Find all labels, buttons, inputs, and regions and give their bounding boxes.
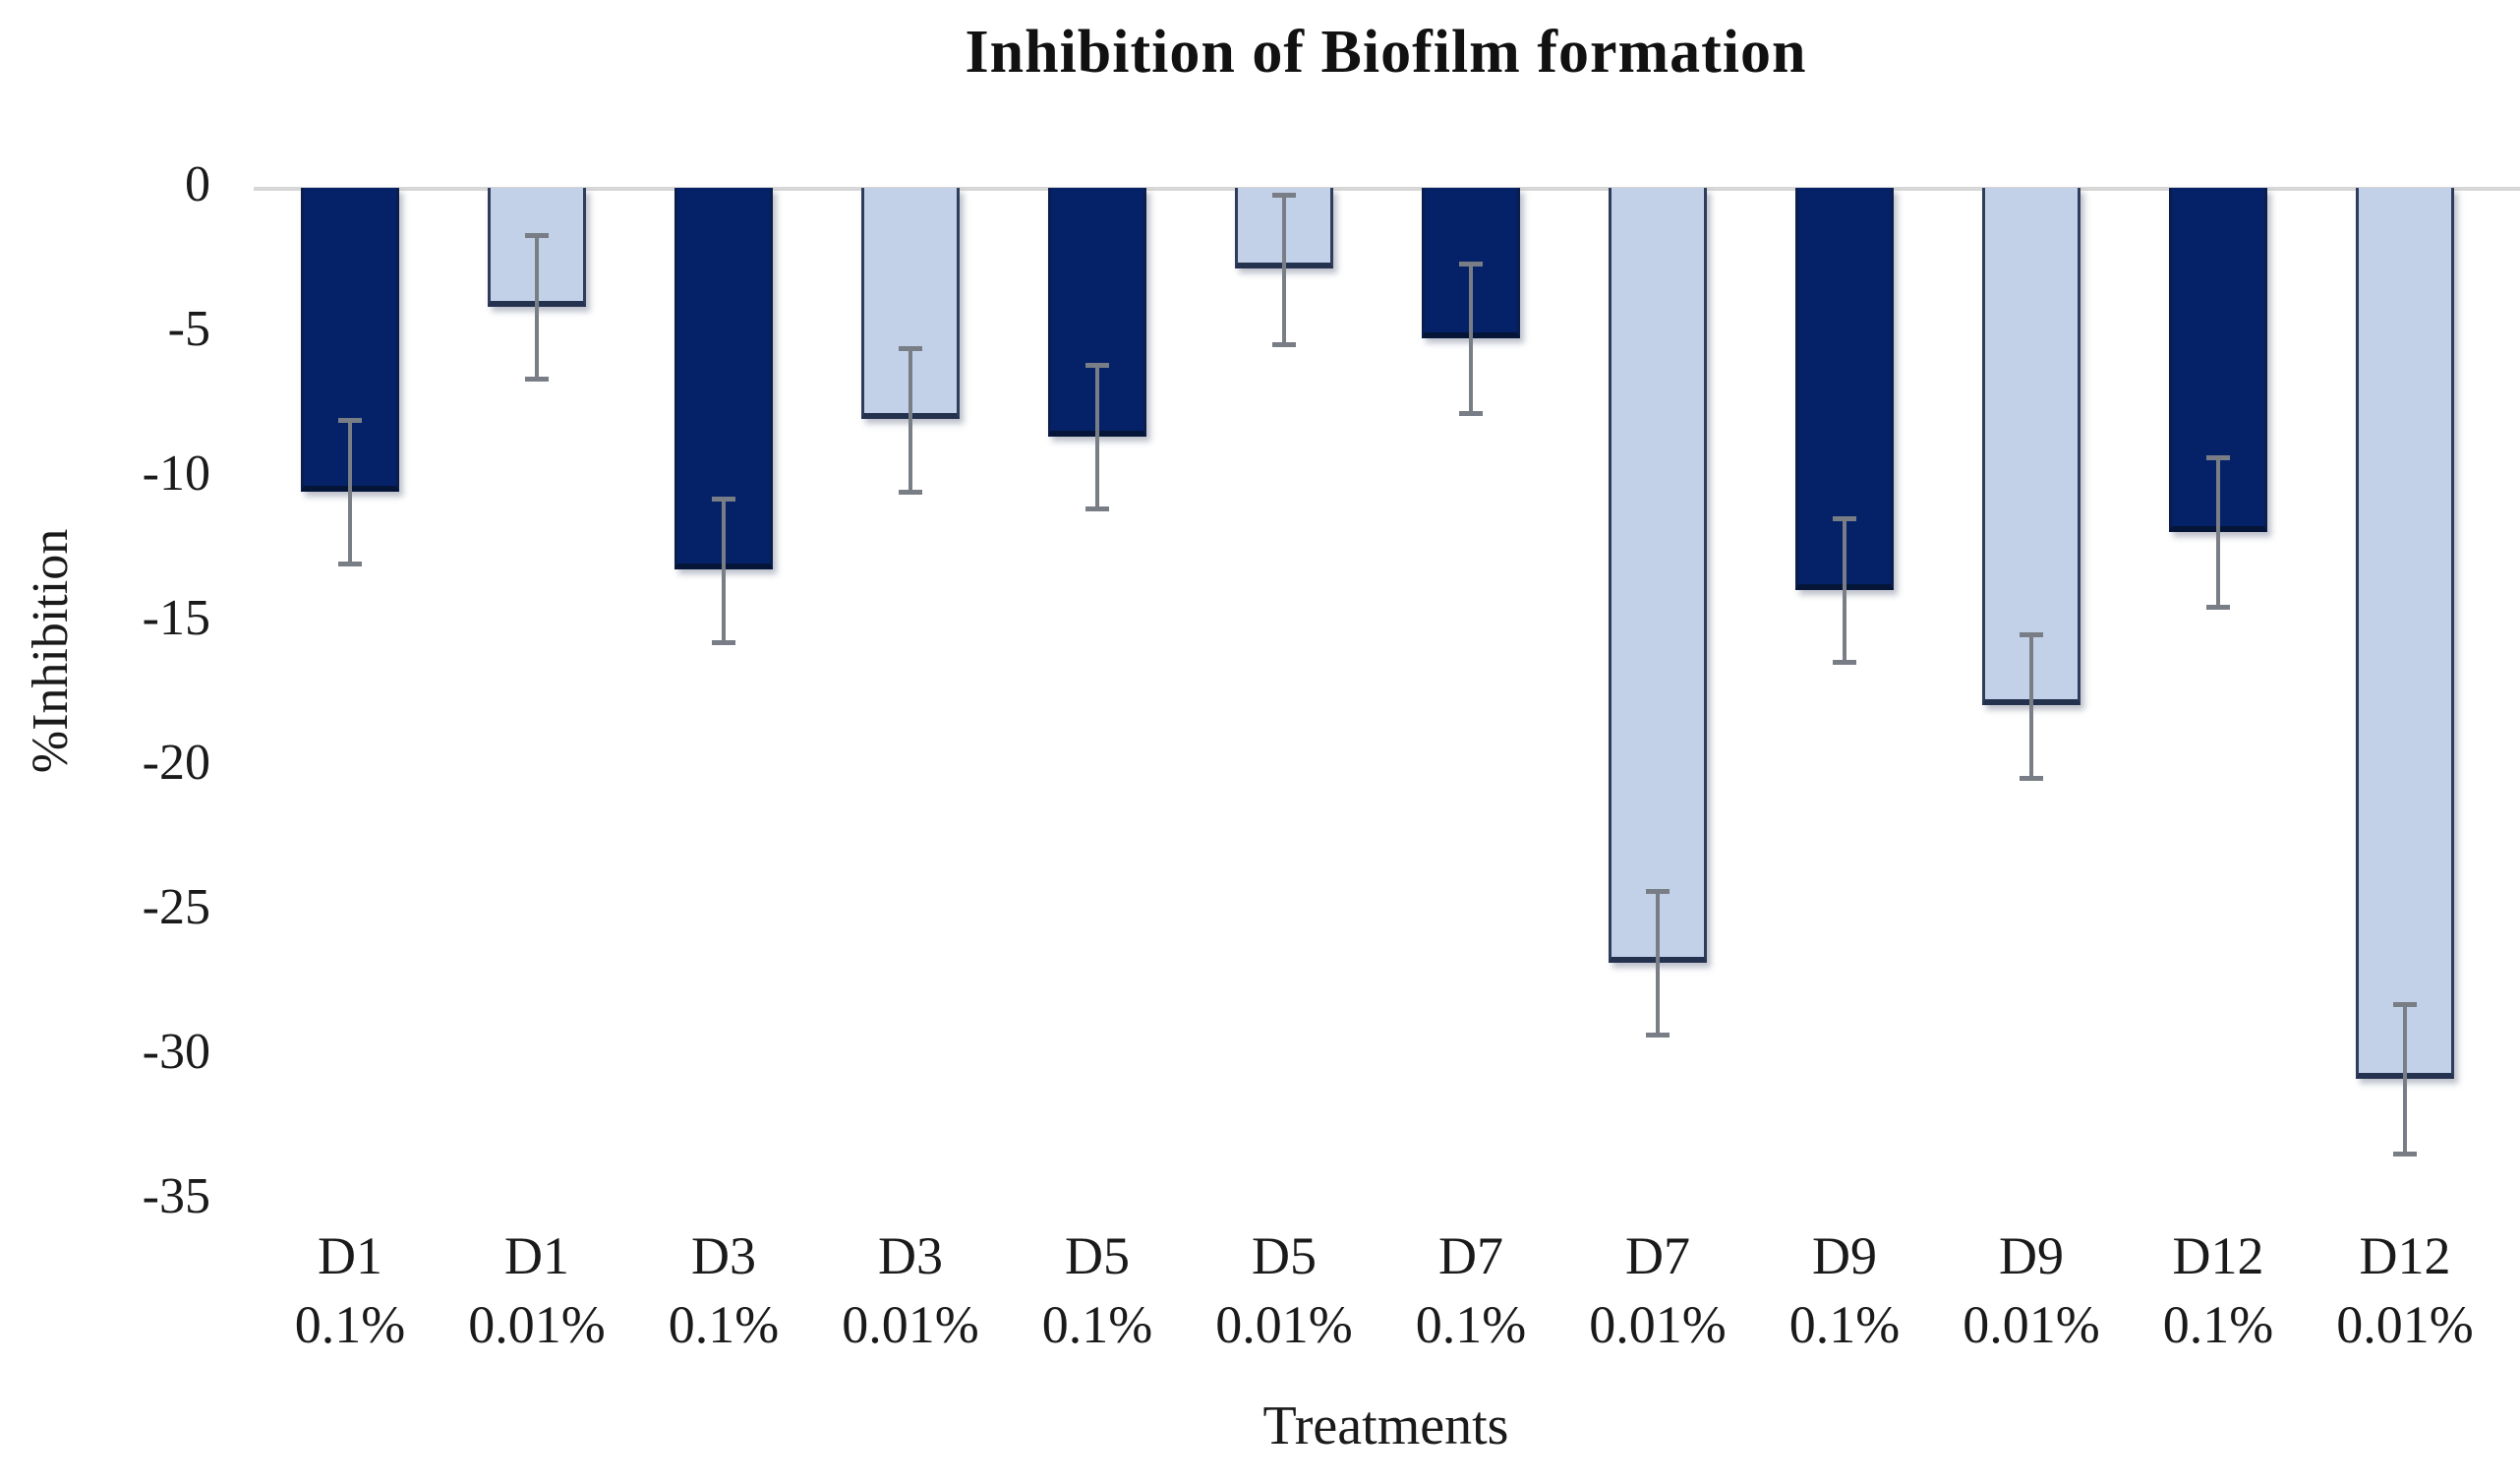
treatment-name: D1 [504, 1226, 569, 1285]
error-bar-cap-bottom [899, 489, 922, 495]
error-bar-cap-top [1459, 262, 1483, 267]
error-bar-cap-bottom [1646, 1033, 1670, 1038]
x-category-label-D3-0.01%: D3 0.01% [817, 1221, 1004, 1359]
y-tick-label: -25 [142, 879, 210, 935]
x-category-label-D5-0.1%: D5 0.1% [1004, 1221, 1191, 1359]
treatment-concentration: 0.1% [668, 1295, 780, 1354]
x-axis-title: Treatments [1262, 1395, 1509, 1456]
treatment-name: D12 [2359, 1226, 2451, 1285]
y-tick-label: -30 [142, 1024, 210, 1080]
error-bar-cap-bottom [1833, 660, 1856, 666]
treatment-name: D12 [2172, 1226, 2264, 1285]
error-bar-cap-bottom [525, 377, 549, 383]
bar-D7-0.01% [1609, 188, 1707, 963]
treatment-name: D3 [878, 1226, 943, 1285]
error-bar-line [1282, 194, 1286, 345]
treatment-concentration: 0.1% [1788, 1295, 1901, 1354]
treatment-concentration: 0.01% [842, 1295, 979, 1354]
treatment-concentration: 0.1% [2162, 1295, 2274, 1354]
error-bar-cap-bottom [2020, 775, 2043, 781]
error-bar-cap-top [1833, 516, 1856, 522]
error-bar-line [2216, 457, 2220, 609]
error-bar-line [1095, 365, 1099, 510]
error-bar-line [535, 235, 539, 381]
treatment-name: D5 [1252, 1226, 1317, 1285]
error-bar-cap-top [525, 233, 549, 239]
zero-baseline [254, 187, 2520, 191]
treatment-concentration: 0.1% [1041, 1295, 1153, 1354]
treatment-name: D7 [1438, 1226, 1503, 1285]
x-category-label-D9-0.1%: D9 0.1% [1751, 1221, 1938, 1359]
error-bar-cap-top [712, 496, 735, 502]
error-bar-line [1656, 891, 1660, 1037]
error-bar-cap-top [2206, 455, 2230, 461]
error-bar-line [2029, 633, 2033, 779]
bar-D9-0.01% [1982, 188, 2080, 706]
y-tick-label: -20 [142, 735, 210, 791]
error-bar-cap-top [1272, 192, 1296, 198]
treatment-concentration: 0.01% [1215, 1295, 1353, 1354]
x-category-label-D1-0.01%: D1 0.01% [443, 1221, 630, 1359]
chart-title: Inhibition of Biofilm formation [965, 19, 1807, 86]
bar-D12-0.01% [2356, 188, 2454, 1079]
treatment-name: D5 [1065, 1226, 1130, 1285]
error-bar-line [722, 498, 726, 643]
error-bar-line [908, 347, 912, 493]
error-bar-cap-top [2393, 1002, 2417, 1008]
error-bar-line [2403, 1004, 2407, 1155]
error-bar-cap-top [899, 345, 922, 351]
error-bar-cap-bottom [2393, 1151, 2417, 1157]
error-bar-cap-top [2020, 631, 2043, 637]
y-tick-label: -10 [142, 445, 210, 502]
error-bar-cap-top [1646, 889, 1670, 895]
error-bar-cap-top [1085, 363, 1109, 369]
error-bar-line [348, 420, 352, 565]
error-bar-cap-top [338, 418, 362, 424]
error-bar-line [1843, 518, 1846, 664]
treatment-concentration: 0.01% [1963, 1295, 2100, 1354]
y-tick-label: -15 [142, 590, 210, 646]
x-category-label-D1-0.1%: D1 0.1% [257, 1221, 443, 1359]
error-bar-cap-bottom [2206, 605, 2230, 611]
error-bar-cap-bottom [1459, 411, 1483, 417]
x-category-label-D3-0.1%: D3 0.1% [630, 1221, 817, 1359]
treatment-concentration: 0.01% [2336, 1295, 2474, 1354]
treatment-concentration: 0.01% [468, 1295, 606, 1354]
x-category-label-D9-0.01%: D9 0.01% [1938, 1221, 2125, 1359]
error-bar-cap-bottom [338, 562, 362, 567]
error-bar-cap-bottom [712, 639, 735, 645]
treatment-name: D7 [1625, 1226, 1690, 1285]
treatment-name: D3 [691, 1226, 756, 1285]
treatment-name: D9 [1812, 1226, 1877, 1285]
treatment-concentration: 0.1% [1415, 1295, 1527, 1354]
treatment-name: D9 [1999, 1226, 2064, 1285]
y-tick-label: -5 [167, 301, 210, 357]
y-tick-label: 0 [185, 156, 210, 212]
error-bar-line [1469, 264, 1473, 415]
error-bar-cap-bottom [1085, 506, 1109, 512]
error-bar-cap-bottom [1272, 341, 1296, 347]
treatment-concentration: 0.01% [1589, 1295, 1727, 1354]
x-category-label-D7-0.1%: D7 0.1% [1377, 1221, 1564, 1359]
y-tick-label: -35 [142, 1168, 210, 1224]
treatment-name: D1 [318, 1226, 382, 1285]
x-category-label-D7-0.01%: D7 0.01% [1564, 1221, 1751, 1359]
treatment-concentration: 0.1% [294, 1295, 406, 1354]
x-category-label-D5-0.01%: D5 0.01% [1191, 1221, 1377, 1359]
x-category-label-D12-0.1%: D12 0.1% [2125, 1221, 2312, 1359]
x-category-label-D12-0.01%: D12 0.01% [2312, 1221, 2498, 1359]
